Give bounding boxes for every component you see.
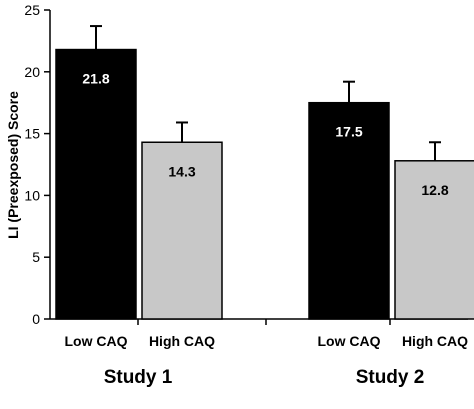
bar-value-label: 12.8 <box>421 182 448 198</box>
group-label: Study 2 <box>356 367 425 388</box>
y-tick-label: 15 <box>24 126 40 142</box>
plot-area: 0 5 10 15 20 25 21.8 Low CAQ 14.3 High CAQ Study 1… <box>24 2 474 388</box>
group-label: Study 1 <box>104 367 173 388</box>
category-label: Low CAQ <box>318 333 381 349</box>
y-axis-label: LI (Preexposed) Score <box>5 91 21 239</box>
category-label: High CAQ <box>402 333 468 349</box>
bar <box>308 101 390 320</box>
bar <box>55 48 137 320</box>
bar <box>394 160 474 320</box>
category-label: High CAQ <box>149 333 215 349</box>
bar-value-label: 14.3 <box>168 163 195 179</box>
y-tick-label: 25 <box>24 2 40 18</box>
y-tick-label: 5 <box>32 249 40 265</box>
bar <box>141 141 223 320</box>
category-label: Low CAQ <box>65 333 128 349</box>
y-tick-label: 10 <box>24 187 40 203</box>
y-tick-label: 20 <box>24 64 40 80</box>
y-tick-label: 0 <box>32 311 40 327</box>
bar-value-label: 17.5 <box>335 124 362 140</box>
bar-value-label: 21.8 <box>82 71 109 87</box>
